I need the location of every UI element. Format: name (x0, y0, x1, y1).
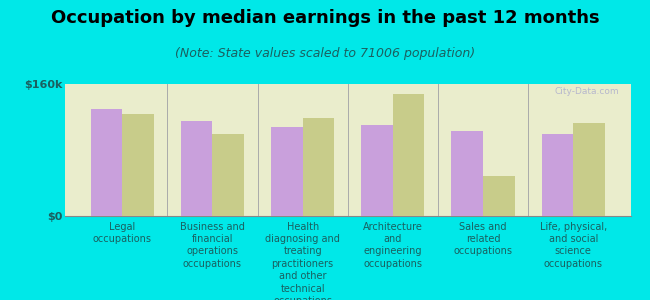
Bar (181, 121, 213, 216)
Bar (483, 176, 515, 216)
Text: City-Data.com: City-Data.com (554, 87, 619, 96)
Bar (271, 127, 303, 216)
Bar (541, 134, 573, 216)
Text: (Note: State values scaled to 71006 population): (Note: State values scaled to 71006 popu… (175, 46, 475, 59)
Bar (303, 118, 334, 216)
Bar (393, 94, 424, 216)
Text: Occupation by median earnings in the past 12 months: Occupation by median earnings in the pas… (51, 9, 599, 27)
Bar (213, 134, 244, 216)
Bar (452, 131, 483, 216)
Bar (361, 125, 393, 216)
Bar (573, 123, 604, 216)
Bar (122, 114, 154, 216)
Bar (91, 109, 122, 216)
